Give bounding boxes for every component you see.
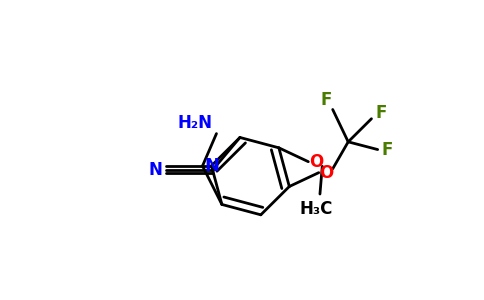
Text: N: N	[149, 161, 163, 179]
Text: H₂N: H₂N	[177, 114, 212, 132]
Text: H₃C: H₃C	[300, 200, 333, 218]
Text: F: F	[321, 91, 332, 109]
Text: F: F	[381, 140, 393, 158]
Text: O: O	[319, 164, 333, 181]
Text: O: O	[309, 153, 323, 171]
Text: N: N	[204, 157, 219, 175]
Text: F: F	[375, 103, 386, 122]
